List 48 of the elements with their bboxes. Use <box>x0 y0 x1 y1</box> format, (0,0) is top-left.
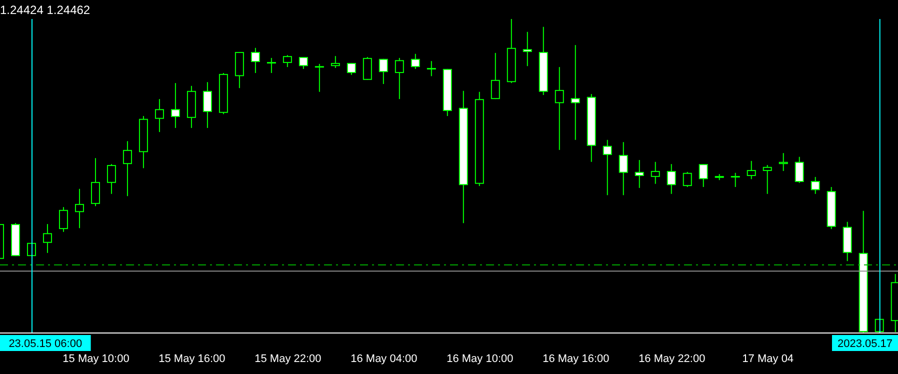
candlestick <box>154 98 164 133</box>
ref-line-label: 2023.05.17 <box>837 338 893 350</box>
x-tick-label: 16 May 10:00 <box>446 352 514 365</box>
candlestick <box>666 164 676 194</box>
candlestick <box>90 158 100 207</box>
candlestick <box>234 51 244 89</box>
candlestick <box>170 82 180 128</box>
candlestick <box>42 224 52 254</box>
candlestick <box>266 57 276 74</box>
candlestick <box>122 140 132 197</box>
candlestick <box>794 156 804 184</box>
x-tick-label: 16 May 16:00 <box>542 352 610 365</box>
candlestick <box>330 56 340 68</box>
candlestick <box>810 176 820 194</box>
candlestick <box>282 54 292 68</box>
candlestick <box>410 53 420 70</box>
candlestick <box>634 159 644 188</box>
x-tick-label: 15 May 16:00 <box>158 352 226 365</box>
text: 1.24424 1.24462 <box>0 3 90 17</box>
candlestick <box>490 52 500 100</box>
candlestick <box>202 82 212 128</box>
candlestick <box>554 66 564 150</box>
ref-line-label: 23.05.15 06:00 <box>8 338 82 350</box>
candlestick <box>250 47 260 74</box>
candlestick <box>570 44 580 140</box>
candlestick <box>74 188 84 229</box>
candlestick <box>106 164 116 194</box>
candlestick <box>618 142 628 196</box>
x-tick-label: 16 May 22:00 <box>638 352 706 365</box>
candlestick <box>682 171 692 188</box>
candlestick <box>426 60 436 77</box>
candlestick <box>730 172 740 188</box>
candlestick <box>602 139 612 196</box>
candlestick <box>314 63 324 92</box>
candlestick <box>698 164 708 188</box>
candlestick <box>762 164 772 194</box>
candlestick <box>58 206 68 232</box>
candlestick <box>746 160 756 180</box>
candlestick <box>650 161 660 184</box>
x-tick-label: 15 May 10:00 <box>62 352 130 365</box>
x-tick-label: 15 May 22:00 <box>254 352 322 365</box>
x-tick-label: 16 May 04:00 <box>350 352 418 365</box>
x-tick-label: 17 May 04 <box>742 352 794 365</box>
candlestick <box>362 56 372 80</box>
candlestick <box>522 31 532 67</box>
candlestick <box>778 152 788 172</box>
candlestick <box>378 58 388 84</box>
candlestick <box>394 57 404 100</box>
